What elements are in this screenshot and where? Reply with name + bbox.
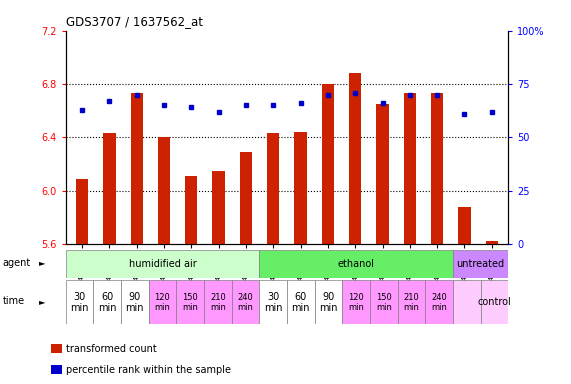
Bar bbox=[342, 280, 370, 324]
Bar bbox=[232, 280, 259, 324]
Text: GDS3707 / 1637562_at: GDS3707 / 1637562_at bbox=[66, 15, 203, 28]
Text: 30
min: 30 min bbox=[70, 291, 89, 313]
Text: 60
min: 60 min bbox=[98, 291, 116, 313]
Bar bbox=[212, 170, 225, 244]
Text: 240
min: 240 min bbox=[431, 293, 447, 312]
Bar bbox=[267, 133, 279, 244]
Bar bbox=[148, 280, 176, 324]
Bar bbox=[76, 179, 88, 244]
Bar bbox=[481, 280, 508, 324]
Bar bbox=[295, 132, 307, 244]
Text: control: control bbox=[477, 297, 511, 308]
Text: 240
min: 240 min bbox=[238, 293, 254, 312]
Text: time: time bbox=[3, 296, 25, 306]
Bar bbox=[131, 93, 143, 244]
Bar bbox=[103, 133, 115, 244]
Bar bbox=[397, 280, 425, 324]
Bar bbox=[453, 280, 481, 324]
Text: 60
min: 60 min bbox=[292, 291, 310, 313]
Bar bbox=[185, 176, 198, 244]
Text: 210
min: 210 min bbox=[404, 293, 419, 312]
Bar bbox=[259, 250, 453, 278]
Text: 150
min: 150 min bbox=[376, 293, 392, 312]
Bar bbox=[204, 280, 232, 324]
Text: ►: ► bbox=[39, 258, 45, 268]
Text: 120
min: 120 min bbox=[155, 293, 170, 312]
Text: ►: ► bbox=[39, 297, 45, 306]
Bar bbox=[404, 93, 416, 244]
Bar bbox=[287, 280, 315, 324]
Bar bbox=[349, 73, 361, 244]
Bar bbox=[93, 280, 121, 324]
Bar bbox=[321, 84, 334, 244]
Text: untreated: untreated bbox=[456, 259, 505, 269]
Text: humidified air: humidified air bbox=[128, 259, 196, 269]
Bar bbox=[259, 280, 287, 324]
Bar bbox=[158, 137, 170, 244]
Bar bbox=[431, 93, 443, 244]
Bar bbox=[376, 104, 389, 244]
Bar bbox=[66, 280, 93, 324]
Text: 90
min: 90 min bbox=[319, 291, 337, 313]
Bar bbox=[315, 280, 342, 324]
Text: 30
min: 30 min bbox=[264, 291, 282, 313]
Bar bbox=[459, 207, 471, 244]
Text: 120
min: 120 min bbox=[348, 293, 364, 312]
Text: transformed count: transformed count bbox=[66, 344, 156, 354]
Bar bbox=[370, 280, 397, 324]
Bar bbox=[453, 250, 508, 278]
Text: 90
min: 90 min bbox=[126, 291, 144, 313]
Bar bbox=[425, 280, 453, 324]
Bar bbox=[66, 250, 259, 278]
Bar bbox=[486, 241, 498, 244]
Bar bbox=[121, 280, 148, 324]
Bar bbox=[240, 152, 252, 244]
Text: ethanol: ethanol bbox=[337, 259, 375, 269]
Text: percentile rank within the sample: percentile rank within the sample bbox=[66, 365, 231, 375]
Text: agent: agent bbox=[3, 258, 31, 268]
Text: 150
min: 150 min bbox=[182, 293, 198, 312]
Bar bbox=[176, 280, 204, 324]
Text: 210
min: 210 min bbox=[210, 293, 226, 312]
